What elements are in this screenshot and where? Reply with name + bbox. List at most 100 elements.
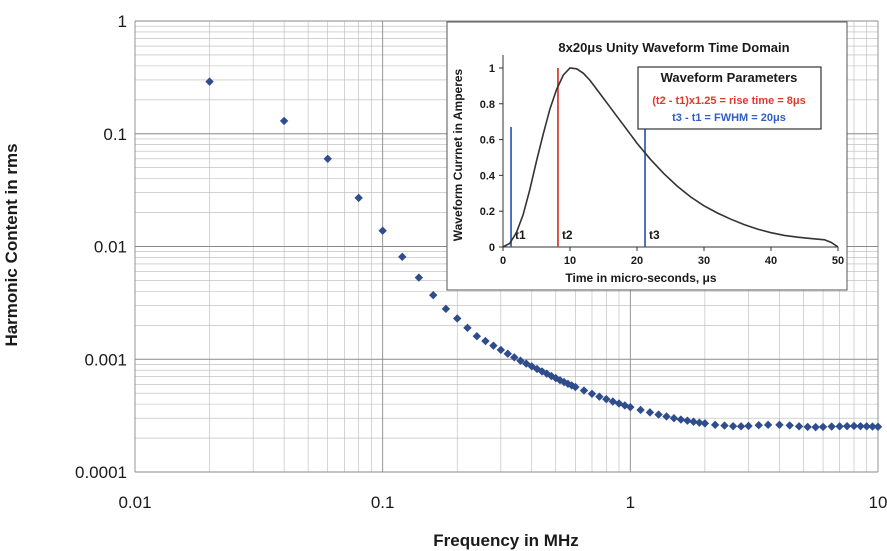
inset-tick-labels: 0 10 20 30 40 50 0 0.2 0.4 0.6 0.8 1: [480, 63, 844, 267]
x-tick-label: 1: [626, 493, 635, 512]
data-point-marker: [827, 422, 836, 431]
data-point-marker: [849, 421, 859, 431]
data-point-marker: [602, 394, 611, 404]
inset-title: 8x20μs Unity Waveform Time Domain: [558, 40, 789, 55]
data-point-marker: [516, 356, 525, 365]
inset-x-tick-label: 30: [698, 255, 710, 267]
data-point-marker: [763, 420, 773, 430]
data-point-marker: [676, 415, 686, 424]
data-point-marker: [868, 422, 877, 431]
y-tick-label: 0.1: [103, 125, 127, 144]
main-data-points: [205, 77, 883, 432]
data-point-marker: [472, 332, 482, 341]
inset-chart: 8x20μs Unity Waveform Time Domain Wavefo…: [446, 21, 848, 291]
y-tick-label: 0.0001: [75, 463, 127, 482]
x-axis-title: Frequency in MHz: [433, 531, 578, 550]
legend-rise-time: (t2 - t1)x1.25 = rise time = 8μs: [652, 95, 805, 107]
inset-legend: Waveform Parameters (t2 - t1)x1.25 = ris…: [637, 66, 822, 130]
inset-y-tick-label: 0.2: [480, 206, 495, 218]
data-point-marker: [720, 421, 729, 430]
data-point-marker: [700, 419, 710, 428]
inset-y-tick-label: 0: [489, 242, 495, 254]
data-point-marker: [728, 421, 738, 431]
data-point-marker: [453, 314, 462, 323]
data-point-marker: [811, 422, 820, 432]
time-marker-label-t2: t2: [562, 228, 573, 242]
inset-y-axis-title: Waveform Currnet in Amperes: [451, 68, 465, 241]
data-point-marker: [279, 116, 289, 126]
data-point-marker: [571, 382, 580, 392]
data-point-marker: [785, 421, 794, 430]
data-point-marker: [856, 421, 865, 431]
data-point-marker: [835, 422, 844, 431]
data-point-marker: [736, 422, 746, 431]
data-point-marker: [669, 414, 679, 423]
data-point-marker: [695, 418, 704, 427]
data-point-marker: [579, 386, 589, 395]
data-point-marker: [323, 154, 332, 163]
data-point-marker: [429, 290, 438, 300]
data-point-marker: [398, 252, 407, 262]
data-point-marker: [842, 421, 852, 431]
legend-fwhm: t3 - t1 = FWHM = 20μs: [672, 112, 786, 124]
data-point-marker: [626, 402, 635, 412]
data-point-marker: [803, 422, 812, 432]
data-point-marker: [683, 416, 692, 425]
x-tick-label: 10: [869, 493, 887, 512]
data-point-marker: [862, 422, 871, 431]
inset-time-markers: t1 t2 t3: [510, 67, 660, 247]
data-point-marker: [414, 273, 424, 282]
data-point-marker: [620, 401, 630, 410]
data-point-marker: [587, 389, 597, 398]
inset-y-tick-label: 1: [489, 63, 495, 75]
data-point-marker: [710, 420, 720, 430]
data-point-marker: [532, 364, 542, 374]
x-tick-label: 0.1: [371, 493, 395, 512]
data-point-marker: [645, 408, 655, 417]
data-point-marker: [744, 421, 753, 431]
inset-x-tick-label: 40: [765, 255, 777, 267]
data-point-marker: [354, 193, 363, 203]
data-point-marker: [873, 422, 883, 431]
data-point-marker: [489, 341, 498, 350]
time-marker-label-t1: t1: [515, 228, 526, 242]
data-point-marker: [463, 323, 472, 333]
waveform-curve: [502, 67, 839, 248]
data-point-marker: [794, 422, 804, 431]
inset-waveform: [502, 67, 839, 248]
data-point-marker: [754, 421, 763, 430]
inset-x-tick-label: 20: [631, 255, 643, 267]
data-point-marker: [547, 371, 556, 381]
x-tick-label: 0.01: [118, 493, 151, 512]
legend-box: [637, 66, 822, 130]
data-point-marker: [595, 392, 604, 401]
legend-title: Waveform Parameters: [661, 70, 798, 85]
data-point-marker: [510, 353, 519, 362]
data-point-marker: [441, 304, 451, 314]
inset-y-tick-label: 0.8: [480, 99, 495, 111]
inset-x-axis-title: Time in micro-seconds, μs: [565, 271, 716, 285]
y-tick-label: 0.001: [84, 350, 127, 369]
data-point-marker: [378, 226, 387, 235]
data-point-marker: [636, 405, 645, 415]
data-point-marker: [818, 422, 828, 432]
data-point-marker: [481, 336, 490, 346]
data-point-marker: [567, 381, 576, 390]
y-tick-label: 1: [118, 12, 127, 31]
data-point-marker: [689, 417, 698, 426]
data-point-marker: [503, 349, 512, 358]
inset-x-tick-label: 0: [500, 255, 506, 267]
inset-x-tick-label: 50: [832, 255, 844, 267]
time-marker-label-t3: t3: [649, 228, 660, 242]
inset-y-tick-label: 0.6: [480, 135, 495, 147]
y-axis-title: Harmonic Content in rms: [2, 143, 21, 346]
data-point-marker: [496, 345, 506, 355]
data-point-marker: [662, 412, 671, 421]
data-point-marker: [654, 410, 663, 419]
inset-y-tick-label: 0.4: [480, 170, 496, 182]
y-tick-label: 0.01: [94, 238, 127, 257]
inset-x-tick-label: 10: [564, 255, 576, 267]
